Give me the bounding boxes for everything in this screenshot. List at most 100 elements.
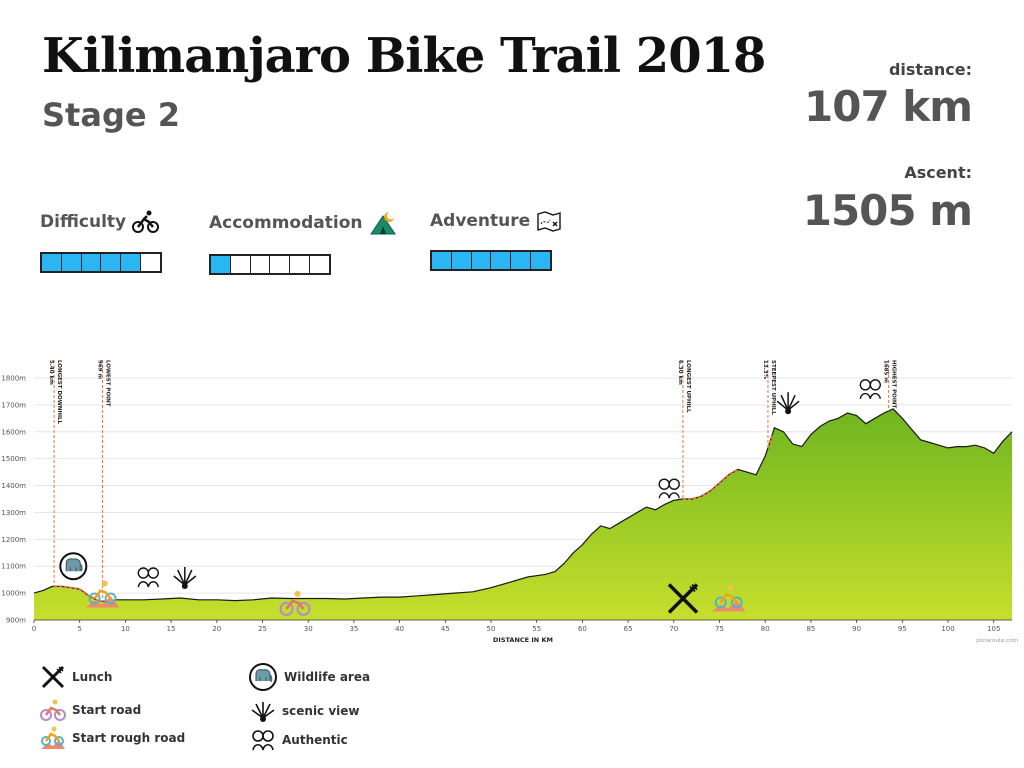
- accommodation-meter: [209, 254, 331, 275]
- legend-scenic: scenic view: [250, 698, 360, 724]
- x-tick-label: 105: [987, 625, 1000, 633]
- fork-knife-icon: [667, 583, 699, 614]
- y-tick-label: 1700m: [1, 401, 26, 409]
- x-tick-label: 95: [898, 625, 907, 633]
- annotation-value: 1685 m: [883, 360, 889, 383]
- accommodation-rating: Accommodation: [209, 210, 398, 275]
- x-tick-label: 55: [532, 625, 541, 633]
- rough-road-cyclist-icon: [85, 580, 120, 608]
- x-tick-label: 45: [441, 625, 450, 633]
- legend-start-road: Start road: [40, 698, 141, 722]
- legend-start-rough-road: Start rough road: [40, 726, 185, 750]
- x-tick-label: 100: [941, 625, 954, 633]
- adventure-meter-segment: [432, 252, 452, 269]
- distance-value: 107 km: [804, 82, 973, 131]
- annotation-label: HIGHEST POINT: [891, 360, 897, 409]
- legend-lunch-label: Lunch: [72, 670, 113, 684]
- accommodation-label: Accommodation: [209, 213, 363, 233]
- difficulty-meter-segment: [121, 254, 142, 271]
- x-tick-label: 50: [487, 625, 496, 633]
- people-icon: [658, 478, 680, 499]
- stage-subtitle: Stage 2: [42, 96, 180, 134]
- ascent-label: Ascent:: [904, 163, 972, 182]
- adventure-rating: Adventure: [430, 210, 562, 271]
- elevation-profile: [33, 408, 1013, 620]
- annotation-highlight: [767, 433, 774, 449]
- x-tick-label: 65: [624, 625, 633, 633]
- x-tick-label: 25: [258, 625, 267, 633]
- accommodation-meter-segment: [270, 256, 291, 273]
- x-tick-label: 5: [77, 625, 81, 633]
- accommodation-meter-segment: [290, 256, 311, 273]
- markers: [59, 379, 881, 616]
- adventure-meter-segment: [511, 252, 532, 269]
- x-axis-label: DISTANCE IN KM: [493, 636, 553, 644]
- cyclist-icon: [132, 210, 160, 233]
- accommodation-meter-segment: [251, 256, 271, 273]
- rough-road-cyclist-icon: [41, 726, 65, 749]
- people-icon: [137, 567, 160, 588]
- legend-start-road-label: Start road: [72, 703, 142, 717]
- annotation-value: 969 m: [97, 360, 103, 379]
- legend-lunch: Lunch: [40, 664, 112, 690]
- y-tick-label: 1000m: [1, 590, 26, 598]
- x-tick-label: 85: [806, 625, 815, 633]
- scenic-view-icon: [173, 567, 197, 589]
- difficulty-meter-segment: [81, 254, 102, 271]
- annotation-label: LONGEST DOWNHILL: [56, 360, 62, 425]
- adventure-meter: [430, 250, 552, 271]
- y-tick-label: 1800m: [1, 375, 26, 383]
- road-cyclist-icon: [279, 590, 311, 616]
- annotation-label: STEEPEST UPHILL: [770, 360, 776, 415]
- difficulty-meter-segment: [141, 254, 160, 271]
- x-tick-label: 70: [669, 625, 678, 633]
- elephant-icon: [249, 663, 277, 691]
- rough-road-cyclist-icon: [711, 584, 746, 612]
- adventure-meter-segment: [471, 252, 492, 269]
- annotation-value: 5.40 km: [48, 360, 54, 385]
- legend-wildlife-label: Wildlife area: [284, 670, 371, 684]
- people-icon: [859, 379, 881, 399]
- elevation-area: [34, 408, 1012, 620]
- legend-wildlife: Wildlife area: [248, 662, 370, 692]
- fork-knife-icon: [41, 665, 65, 689]
- difficulty-meter-segment: [61, 254, 82, 271]
- difficulty-meter: [40, 252, 162, 273]
- legend-start-rough-road-label: Start rough road: [72, 731, 186, 745]
- tent-icon: [370, 212, 397, 235]
- x-tick-label: 90: [852, 625, 861, 633]
- ascent-value: 1505 m: [802, 186, 973, 235]
- y-tick-label: 900m: [6, 617, 26, 625]
- axes: 900m 1000m 1100m 1200m 1300m 1400m 1500m 1600m 1…: [1, 375, 1018, 645]
- x-tick-label: 75: [715, 625, 724, 633]
- scenic-view-icon: [251, 702, 275, 722]
- annotation-label: LOWEST POINT: [105, 360, 111, 407]
- x-tick-label: 60: [578, 625, 587, 633]
- legend-authentic-label: Authentic: [282, 733, 348, 747]
- page-title: Kilimanjaro Bike Trail 2018: [42, 28, 766, 84]
- accommodation-meter-segment: [310, 256, 329, 273]
- scenic-view-icon: [776, 392, 800, 415]
- distance-label: distance:: [888, 60, 972, 79]
- elevation-line: [33, 408, 1013, 603]
- legend-scenic-label: scenic view: [282, 704, 360, 718]
- x-tick-label: 35: [349, 625, 358, 633]
- road-cyclist-icon: [40, 699, 66, 721]
- adventure-meter-segment: [491, 252, 512, 269]
- elephant-icon: [59, 552, 88, 581]
- map-icon: [537, 211, 561, 232]
- accommodation-meter-segment: [211, 256, 231, 273]
- difficulty-meter-segment: [42, 254, 62, 271]
- x-tick-label: 20: [212, 625, 221, 633]
- difficulty-meter-segment: [101, 254, 122, 271]
- annotation-label: LONGEST UPHILL: [685, 360, 691, 413]
- x-tick-label: 40: [395, 625, 404, 633]
- credit-label: plotaroute.com: [976, 638, 1018, 644]
- accommodation-meter-segment: [231, 256, 251, 273]
- x-tick-label: 80: [761, 625, 770, 633]
- x-tick-label: 10: [121, 625, 130, 633]
- difficulty-label: Difficulty: [40, 212, 127, 232]
- difficulty-rating: Difficulty: [40, 210, 162, 273]
